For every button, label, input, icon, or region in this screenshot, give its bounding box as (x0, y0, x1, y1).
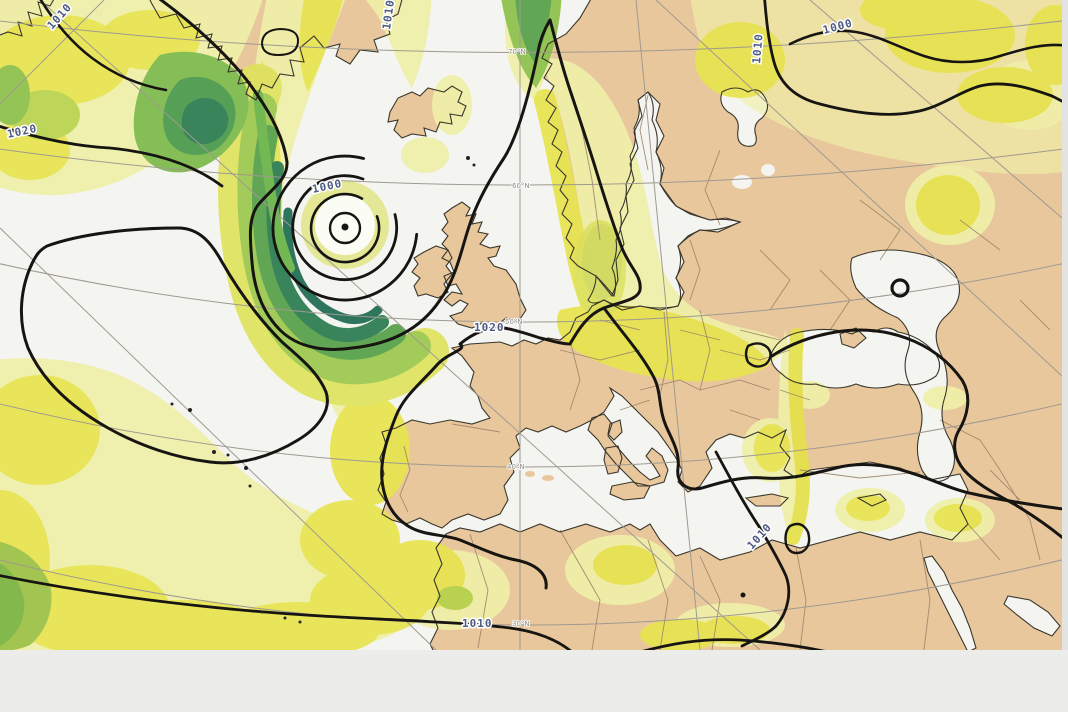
high-ring-marker (890, 278, 910, 298)
latitude-label: 50°N (505, 318, 523, 326)
bottom-margin (0, 650, 1068, 712)
map-canvas: 1010 1010 1020 1000 1020 1010 1000 1010 … (0, 0, 1062, 650)
pressure-centre-markers (170, 156, 910, 624)
pressure-map: 1010 1010 1020 1000 1020 1010 1000 1010 … (0, 0, 1062, 650)
latitude-labels: 70°N 60°N 50°N 40°N 30°N (504, 47, 530, 629)
point-marker (740, 592, 746, 598)
latitude-label: 30°N (512, 620, 530, 628)
island-specks (170, 156, 476, 624)
graticule (0, 0, 1062, 650)
latitude-label: 40°N (507, 463, 525, 471)
low-centre-dot (341, 223, 349, 231)
isobars (0, 0, 1062, 650)
isobar-label: 1020 (474, 321, 505, 334)
isobar-label: 1010 (380, 0, 397, 30)
latitude-label: 70°N (508, 48, 526, 56)
isobar-label: 1010 (462, 617, 493, 630)
right-margin (1062, 0, 1068, 650)
latitude-label: 60°N (512, 182, 530, 190)
isobar-label: 1010 (750, 33, 766, 65)
spread-shading-layer (0, 0, 1062, 650)
